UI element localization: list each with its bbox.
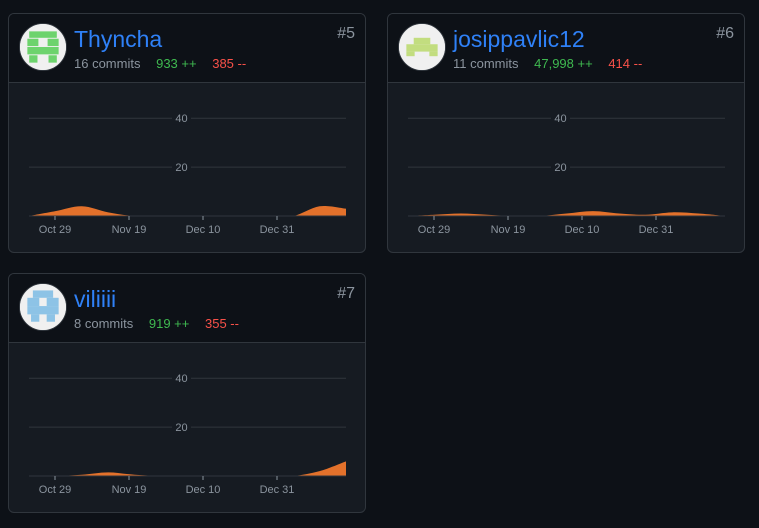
- x-tick-label: Oct 29: [418, 224, 450, 236]
- x-tick-label: Oct 29: [39, 224, 71, 236]
- x-tick-label: Nov 19: [112, 484, 147, 496]
- deletions-count: 414 --: [608, 56, 643, 71]
- contributor-card: Thyncha #5 16 commits 933 ++ 385 -- 20 40…: [8, 13, 366, 253]
- commits-link[interactable]: 11 commits: [453, 56, 519, 71]
- y-tick-bg: [172, 420, 191, 434]
- additions-count: 47,998 ++: [534, 56, 593, 71]
- commit-activity-chart: 20 40 Oct 29 Nov 19 Dec 10 Dec 31: [29, 371, 346, 496]
- y-tick-bg: [551, 160, 570, 174]
- card-header: viliiii #7 8 commits 919 ++ 355 --: [9, 274, 365, 343]
- x-tick-label: Dec 31: [260, 224, 295, 236]
- username-link[interactable]: Thyncha: [74, 26, 163, 52]
- additions-count: 919 ++: [148, 316, 190, 331]
- contribution-stats: 16 commits 933 ++ 385 --: [74, 56, 246, 71]
- y-tick-bg: [551, 111, 570, 125]
- identicon-green-icon: [20, 24, 66, 70]
- y-tick-label: 20: [175, 422, 187, 434]
- username-link[interactable]: josippavlic12: [453, 26, 585, 52]
- commit-area-series: [29, 461, 346, 476]
- x-tick-label: Dec 10: [186, 484, 221, 496]
- commits-link[interactable]: 8 commits: [74, 316, 134, 331]
- commit-area-series: [29, 205, 346, 216]
- identicon-blue-icon: [20, 284, 66, 330]
- y-tick-label: 40: [175, 113, 187, 125]
- x-tick-label: Nov 19: [112, 224, 147, 236]
- contribution-stats: 11 commits 47,998 ++ 414 --: [453, 56, 642, 71]
- username-link[interactable]: viliiii: [74, 286, 117, 312]
- commit-activity-chart: 20 40 Oct 29 Nov 19 Dec 10 Dec 31: [29, 111, 346, 236]
- x-tick-label: Dec 10: [565, 224, 600, 236]
- commit-activity-chart: 20 40 Oct 29 Nov 19 Dec 10 Dec 31: [408, 111, 725, 236]
- commit-area-series: [408, 211, 725, 216]
- x-tick-label: Dec 31: [639, 224, 674, 236]
- contributor-card: josippavlic12 #6 11 commits 47,998 ++ 41…: [387, 13, 745, 253]
- deletions-count: 385 --: [212, 56, 247, 71]
- rank-label: #6: [716, 25, 734, 42]
- y-tick-label: 20: [554, 162, 566, 174]
- deletions-count: 355 --: [204, 316, 239, 331]
- avatar[interactable]: [398, 23, 446, 71]
- card-header: josippavlic12 #6 11 commits 47,998 ++ 41…: [388, 14, 744, 83]
- y-tick-label: 20: [175, 162, 187, 174]
- x-tick-label: Oct 29: [39, 484, 71, 496]
- commits-link[interactable]: 16 commits: [74, 56, 141, 71]
- y-tick-label: 40: [175, 373, 187, 385]
- identicon-lime-icon: [399, 24, 445, 70]
- avatar[interactable]: [19, 23, 67, 71]
- contributor-card: viliiii #7 8 commits 919 ++ 355 -- 20 40 O…: [8, 273, 366, 513]
- y-tick-label: 40: [554, 113, 566, 125]
- y-tick-bg: [172, 371, 191, 385]
- x-tick-label: Dec 31: [260, 484, 295, 496]
- additions-count: 933 ++: [156, 56, 197, 71]
- avatar[interactable]: [19, 283, 67, 331]
- card-header: Thyncha #5 16 commits 933 ++ 385 --: [9, 14, 365, 83]
- y-tick-bg: [172, 111, 191, 125]
- rank-label: #7: [337, 285, 355, 302]
- x-tick-label: Nov 19: [491, 224, 526, 236]
- contribution-stats: 8 commits 919 ++ 355 --: [74, 316, 239, 331]
- x-tick-label: Dec 10: [186, 224, 221, 236]
- rank-label: #5: [337, 25, 355, 42]
- y-tick-bg: [172, 160, 191, 174]
